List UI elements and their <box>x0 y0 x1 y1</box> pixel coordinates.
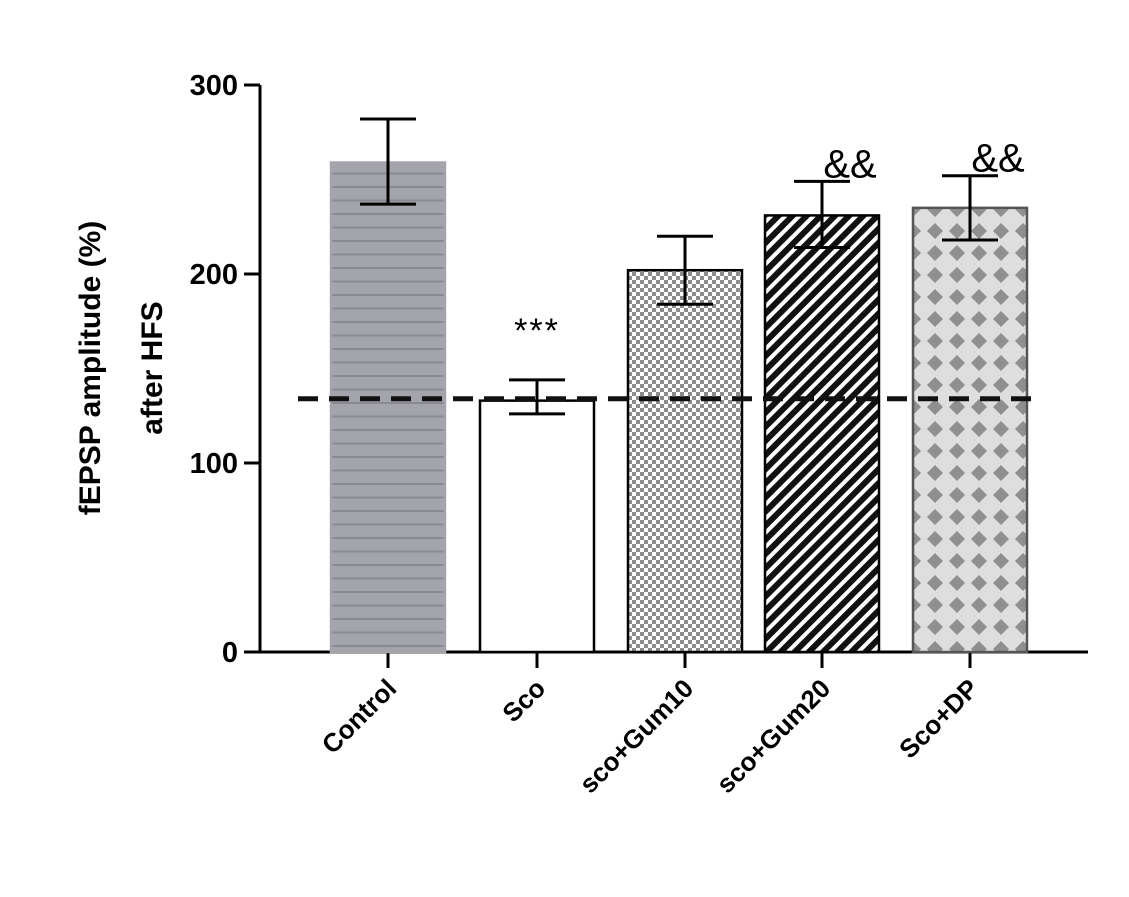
significance-annotation: && <box>971 137 1025 181</box>
bar <box>763 214 881 654</box>
significance-annotation: *** <box>514 312 560 350</box>
x-category-label: Sco+DP <box>893 673 984 764</box>
bar <box>478 399 596 654</box>
significance-annotation: && <box>823 142 877 186</box>
bar <box>329 161 447 654</box>
bar <box>626 268 744 654</box>
x-category-label: Sco <box>496 673 551 728</box>
x-category-label: sco+Gum20 <box>710 673 836 799</box>
bars <box>329 161 1029 654</box>
bar <box>911 206 1029 654</box>
x-category-label: sco+Gum10 <box>573 673 699 799</box>
y-axis-label: after HFS <box>136 301 169 434</box>
y-tick-label: 0 <box>222 637 238 669</box>
error-bars <box>360 117 998 416</box>
x-category-label: Control <box>316 673 403 760</box>
y-tick-label: 100 <box>190 448 238 480</box>
y-tick-label: 200 <box>190 259 238 291</box>
y-axis-label: fEPSP amplitude (%) <box>74 221 107 516</box>
y-tick-label: 300 <box>190 70 238 102</box>
